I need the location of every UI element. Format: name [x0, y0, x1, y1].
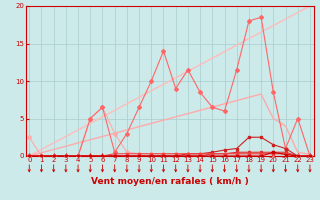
- X-axis label: Vent moyen/en rafales ( km/h ): Vent moyen/en rafales ( km/h ): [91, 177, 248, 186]
